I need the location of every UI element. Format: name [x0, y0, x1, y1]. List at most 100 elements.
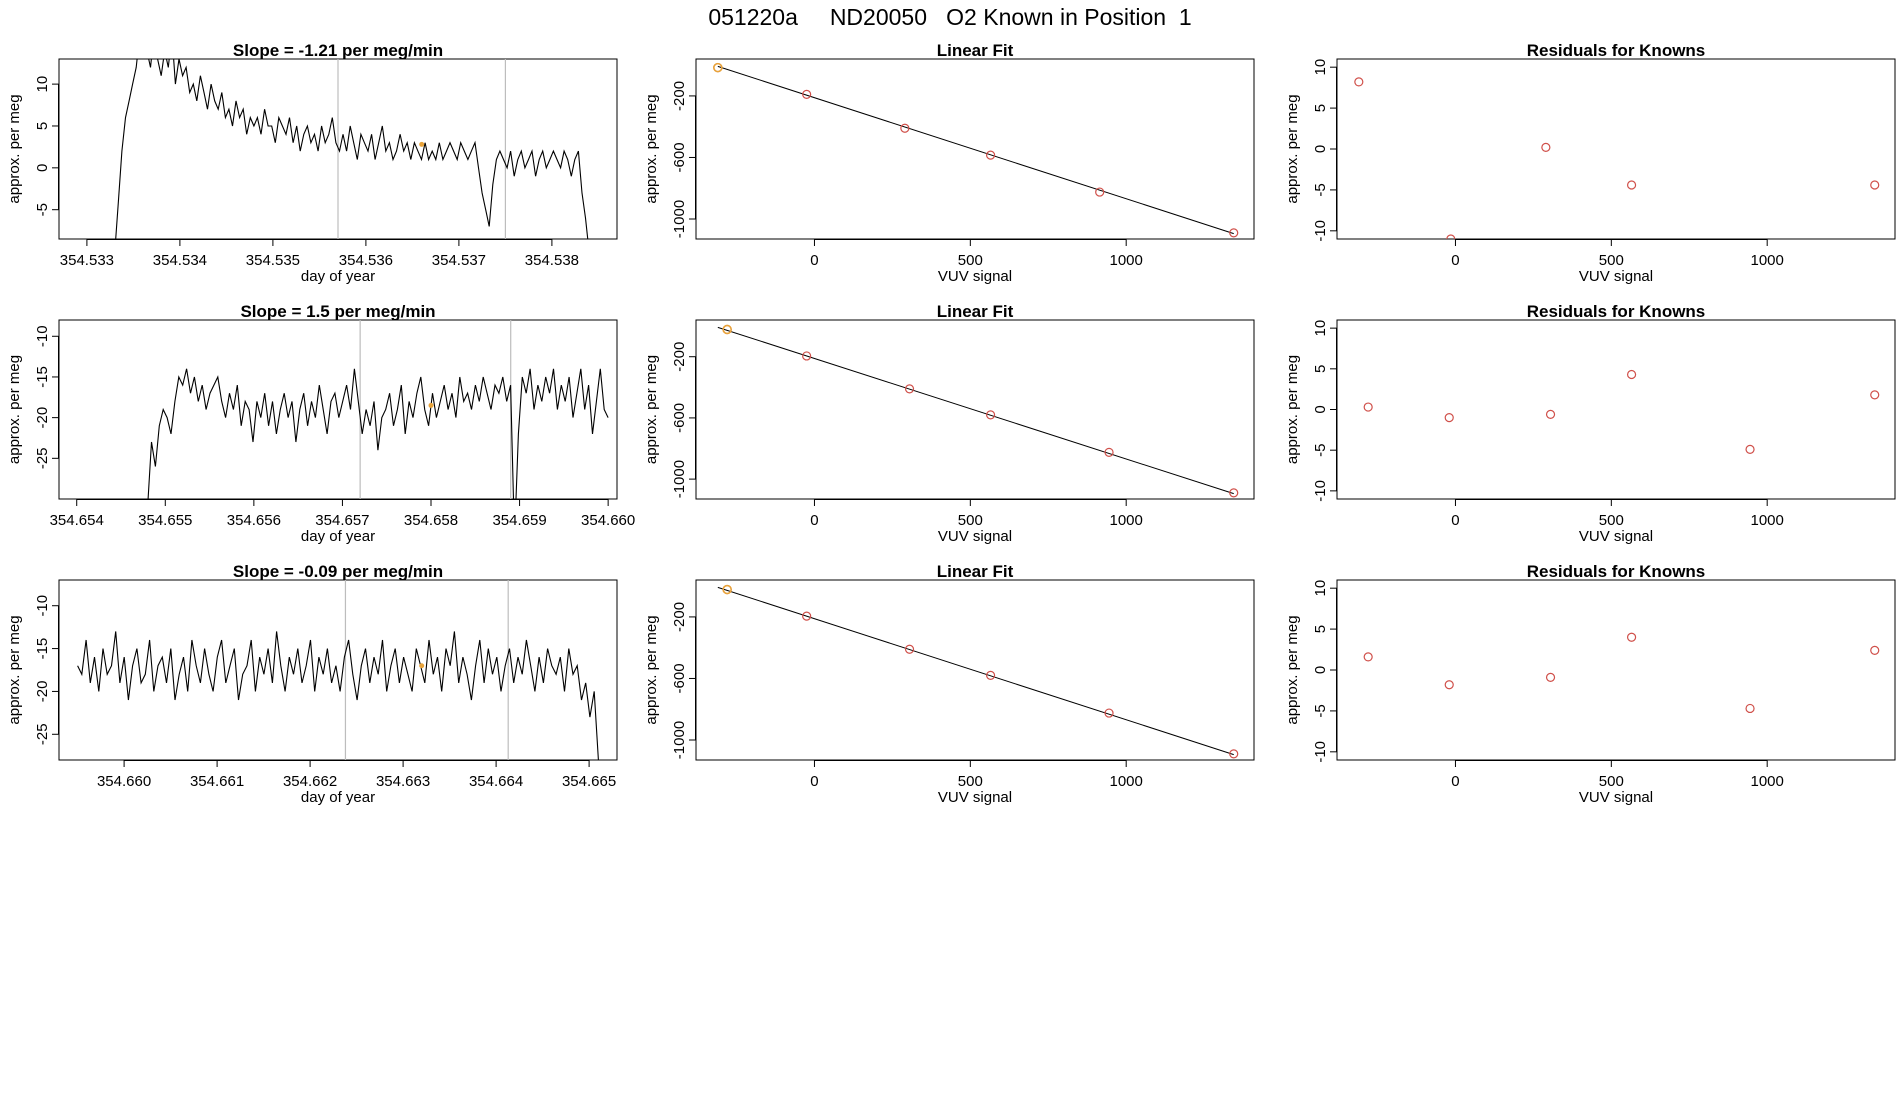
y-tick-label: 5 [1312, 625, 1329, 633]
x-axis-label: day of year [301, 268, 375, 285]
x-tick-label: 1000 [1751, 252, 1784, 269]
series-line [115, 59, 589, 239]
data-point [904, 644, 915, 654]
chart-title: Residuals for Knowns [1527, 302, 1706, 321]
y-tick-label: -25 [34, 723, 51, 745]
y-axis-label: approx. per meg [643, 615, 660, 724]
y-tick-label: 5 [34, 122, 51, 130]
chart-r1-time: Slope = -1.21 per meg/min 354.533 354.534 3… [6, 41, 618, 285]
x-tick-label: 354.534 [153, 252, 207, 269]
y-tick-label: -20 [34, 407, 51, 429]
data-point [1870, 390, 1880, 400]
chart-title: Residuals for Knowns [1527, 41, 1706, 60]
y-tick-label: 10 [1312, 580, 1329, 597]
x-tick-label: 354.536 [339, 252, 393, 269]
data-point [1745, 444, 1755, 454]
x-axis-label: VUV signal [938, 268, 1012, 285]
y-tick-label: -1000 [671, 460, 688, 498]
y-tick-label: -600 [671, 403, 688, 433]
y-tick-label: 10 [1312, 59, 1329, 76]
x-tick-label: 354.658 [404, 512, 458, 529]
fit-line [717, 65, 1234, 235]
data-point [1363, 402, 1373, 412]
y-tick-label: -1000 [671, 721, 688, 759]
x-axis-label: day of year [301, 528, 375, 545]
y-tick-label: -10 [1312, 741, 1329, 763]
data-point [1104, 447, 1114, 457]
x-tick-label: 500 [958, 252, 983, 269]
x-tick-label: 0 [810, 252, 818, 269]
data-point [1446, 234, 1456, 239]
page-title: 051220a ND20050 O2 Known in Position 1 [708, 4, 1192, 30]
plot-frame [1336, 58, 1896, 240]
chart-r1-fit: Linear Fit 0 500 1000 VUV signal -200 -600 -100… [643, 41, 1255, 285]
y-tick-label: -5 [34, 203, 51, 216]
chart-title: Slope = 1.5 per meg/min [240, 302, 435, 321]
x-axis-label: day of year [301, 789, 375, 806]
x-axis-label: VUV signal [1579, 789, 1653, 806]
chart-r2-time: Slope = 1.5 per meg/min 354.654 354.655 354… [6, 302, 635, 545]
x-tick-label: 354.660 [581, 512, 635, 529]
plot-area [1363, 632, 1880, 714]
x-tick-label: 354.535 [246, 252, 300, 269]
y-tick-label: -600 [671, 663, 688, 693]
data-point [1229, 488, 1239, 498]
y-tick-label: -600 [671, 142, 688, 172]
x-tick-label: 1000 [1110, 773, 1143, 790]
plot-area [717, 324, 1239, 498]
data-point [985, 150, 996, 160]
data-point [1354, 77, 1364, 87]
data-point [1870, 645, 1880, 655]
x-tick-label: 1000 [1751, 773, 1784, 790]
y-tick-label: -5 [1312, 704, 1329, 717]
data-point [1870, 180, 1880, 190]
x-tick-label: 354.654 [50, 512, 104, 529]
data-point [1444, 413, 1454, 423]
y-tick-label: -200 [671, 81, 688, 111]
data-point [1545, 672, 1556, 682]
y-tick-label: -5 [1312, 183, 1329, 196]
highlight-marker [713, 62, 723, 73]
data-point [904, 384, 915, 394]
x-tick-label: 354.665 [562, 773, 616, 790]
y-tick-label: 10 [1312, 320, 1329, 337]
x-tick-label: 500 [958, 773, 983, 790]
x-tick-label: 354.663 [376, 773, 430, 790]
data-point [1626, 180, 1637, 190]
plot-frame [1336, 579, 1896, 761]
y-tick-label: -1000 [671, 200, 688, 238]
data-point [1541, 142, 1551, 152]
y-axis-label: approx. per meg [6, 355, 23, 464]
y-axis-label: approx. per meg [6, 94, 23, 203]
chart-title: Slope = -0.09 per meg/min [233, 562, 443, 581]
highlight-marker [722, 324, 732, 335]
highlight-marker [428, 402, 434, 408]
plot-frame [58, 579, 618, 761]
data-point [1229, 749, 1239, 759]
y-tick-label: -10 [1312, 220, 1329, 242]
plot-area [1363, 369, 1880, 454]
data-point [985, 670, 996, 680]
y-tick-label: -10 [34, 595, 51, 617]
fit-line [717, 586, 1234, 756]
y-tick-label: -15 [34, 366, 51, 388]
y-tick-label: 10 [34, 76, 51, 93]
data-point [802, 351, 812, 361]
chart-title: Linear Fit [937, 302, 1014, 321]
x-tick-label: 1000 [1751, 512, 1784, 529]
x-tick-label: 354.538 [525, 252, 579, 269]
chart-title: Residuals for Knowns [1527, 562, 1706, 581]
chart-r1-resid: Residuals for Knowns 0 500 1000 VUV signal -1… [1284, 41, 1896, 285]
data-point [1095, 187, 1105, 197]
x-tick-label: 354.664 [469, 773, 523, 790]
x-axis-label: VUV signal [938, 789, 1012, 806]
plot-area [77, 580, 599, 760]
data-point [1626, 369, 1637, 380]
fit-line [717, 326, 1234, 495]
x-tick-label: 354.656 [227, 512, 281, 529]
x-tick-label: 354.659 [492, 512, 546, 529]
data-point [985, 410, 996, 420]
x-axis-label: VUV signal [938, 528, 1012, 545]
y-axis-label: approx. per meg [643, 355, 660, 464]
chart-r3-resid: Residuals for Knowns 0 500 1000 VUV signal -1… [1284, 562, 1896, 806]
